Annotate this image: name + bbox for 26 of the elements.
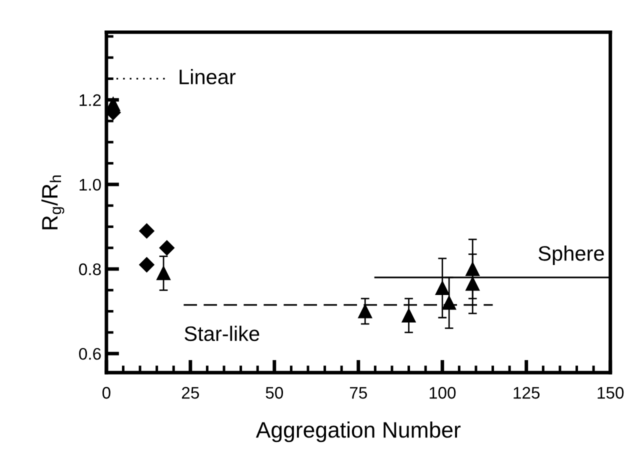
x-axis-title: Aggregation Number [256,421,461,442]
x-tick-label: 100 [430,386,456,399]
x-tick-label: 0 [102,386,110,399]
x-tick-label: 25 [182,386,199,399]
point [156,266,170,280]
x-tick-label: 75 [350,387,367,399]
point [435,281,450,295]
series-label: Star-like [184,326,260,342]
x-tick-label: 150 [598,386,624,399]
x-tick-label: 125 [514,386,540,399]
y-axis-title: R$_{g}$/R$_{h}$ [41,176,64,230]
point [358,304,372,318]
point [466,276,480,291]
point [466,262,480,276]
y-tick-label: 0.6 [79,348,101,360]
point [159,240,174,256]
y-tick-label: 1.2 [80,94,101,106]
point [139,223,154,239]
x-tick-label: 50 [266,386,284,399]
point [139,257,154,272]
series-label: Sphere [538,246,604,265]
point [106,97,120,112]
series-label: Linear [180,69,236,84]
point [402,308,416,322]
y-tick-label: 1.0 [80,178,101,191]
y-tick-label: 0.8 [79,263,101,276]
